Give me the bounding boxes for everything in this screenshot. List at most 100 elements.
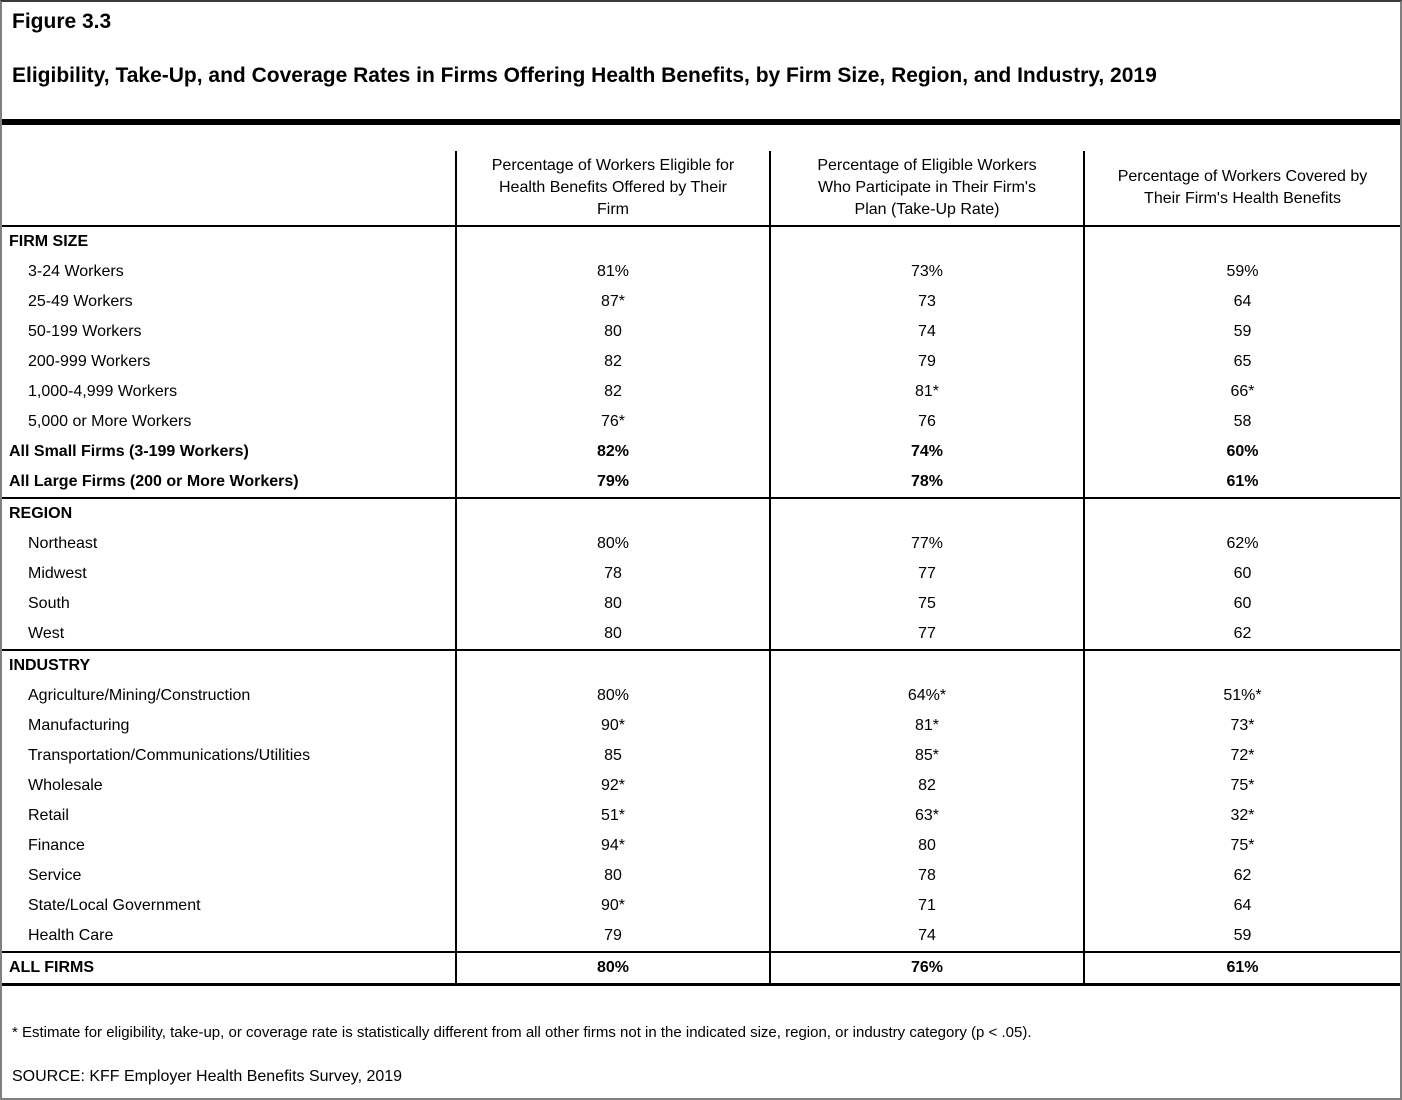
cell-value <box>769 498 1084 530</box>
row-label: West <box>28 625 65 643</box>
cell-value: 85* <box>769 741 1084 772</box>
cell-value: 77 <box>769 559 1084 590</box>
table-row: 200-999 Workers 82 79 65 <box>2 347 1400 378</box>
cell-value: 73 <box>769 287 1084 318</box>
cell-value <box>455 650 770 682</box>
table-row: Midwest 78 77 60 <box>2 559 1400 590</box>
cell-value: 75* <box>1083 771 1400 802</box>
cell-value: 75* <box>1083 831 1400 862</box>
cell-value: 80% <box>455 952 770 985</box>
cell-value: 90* <box>455 891 770 922</box>
section-row: FIRM SIZE <box>2 226 1400 258</box>
table-row: ALL FIRMS 80% 76% 61% <box>2 952 1400 985</box>
footnote: * Estimate for eligibility, take-up, or … <box>12 1024 1032 1042</box>
cell-value: 90* <box>455 711 770 742</box>
table-header: Percentage of Workers Eligible for Healt… <box>2 151 1400 227</box>
column-header-eligibility: Percentage of Workers Eligible for Healt… <box>455 151 770 227</box>
cell-value: 85 <box>455 741 770 772</box>
cell-value: 82 <box>455 347 770 378</box>
cell-value: 72* <box>1083 741 1400 772</box>
cell-value: 82 <box>455 377 770 408</box>
cell-value: 79 <box>769 347 1084 378</box>
cell-value: 80 <box>455 619 770 651</box>
cell-value <box>1083 226 1400 258</box>
row-label: 3-24 Workers <box>28 263 124 281</box>
cell-value: 62 <box>1083 861 1400 892</box>
row-label: FIRM SIZE <box>9 233 89 251</box>
figure-header: Figure 3.3 Eligibility, Take-Up, and Cov… <box>2 2 1400 88</box>
cell-value: 80 <box>455 589 770 620</box>
cell-value: 92* <box>455 771 770 802</box>
cell-value <box>769 226 1084 258</box>
cell-value: 76* <box>455 407 770 438</box>
corner-cell <box>2 151 456 226</box>
cell-value: 78% <box>769 467 1084 499</box>
table-row: Finance 94* 80 75* <box>2 831 1400 862</box>
row-label: REGION <box>9 505 73 523</box>
cell-value: 60% <box>1083 437 1400 468</box>
table-row: All Large Firms (200 or More Workers) 79%… <box>2 467 1400 499</box>
page-title: Eligibility, Take-Up, and Coverage Rates… <box>12 64 1157 88</box>
cell-value: 65 <box>1083 347 1400 378</box>
cell-value: 60 <box>1083 559 1400 590</box>
row-label: Finance <box>28 837 85 855</box>
cell-value: 51* <box>455 801 770 832</box>
cell-value: 74 <box>769 317 1084 348</box>
cell-value: 82 <box>769 771 1084 802</box>
table-row: Retail 51* 63* 32* <box>2 801 1400 832</box>
cell-value: 80 <box>455 317 770 348</box>
cell-value: 79% <box>455 467 770 499</box>
cell-value: 59 <box>1083 921 1400 953</box>
cell-value: 73% <box>769 257 1084 288</box>
row-label: 1,000-4,999 Workers <box>28 383 178 401</box>
divider-bar <box>2 119 1400 126</box>
row-label: 200-999 Workers <box>28 353 151 371</box>
benefits-table: Percentage of Workers Eligible for Healt… <box>2 151 1400 986</box>
cell-value: 76% <box>769 952 1084 985</box>
row-label: Wholesale <box>28 777 103 795</box>
table-row: State/Local Government 90* 71 64 <box>2 891 1400 922</box>
row-label: All Small Firms (3-199 Workers) <box>9 443 249 461</box>
cell-value: 60 <box>1083 589 1400 620</box>
row-label: Midwest <box>28 565 87 583</box>
cell-value: 64 <box>1083 287 1400 318</box>
cell-value: 61% <box>1083 952 1400 985</box>
table-row: 25-49 Workers 87* 73 64 <box>2 287 1400 318</box>
cell-value: 32* <box>1083 801 1400 832</box>
cell-value: 51%* <box>1083 681 1400 712</box>
table-row: 3-24 Workers 81% 73% 59% <box>2 257 1400 288</box>
cell-value: 74% <box>769 437 1084 468</box>
cell-value: 73* <box>1083 711 1400 742</box>
cell-value: 59% <box>1083 257 1400 288</box>
column-header-coverage: Percentage of Workers Covered by Their F… <box>1083 151 1400 227</box>
cell-value <box>455 498 770 530</box>
section-row: INDUSTRY <box>2 650 1400 682</box>
cell-value <box>455 226 770 258</box>
cell-value: 75 <box>769 589 1084 620</box>
row-label: Transportation/Communications/Utilities <box>28 747 311 765</box>
table-header-row: Percentage of Workers Eligible for Healt… <box>2 151 1400 227</box>
column-header-takeup: Percentage of Eligible Workers Who Parti… <box>769 151 1084 227</box>
table-row: 1,000-4,999 Workers 82 81* 66* <box>2 377 1400 408</box>
cell-value: 62 <box>1083 619 1400 651</box>
cell-value <box>1083 650 1400 682</box>
cell-value: 80% <box>455 681 770 712</box>
row-label: Agriculture/Mining/Construction <box>28 687 251 705</box>
row-label: ALL FIRMS <box>9 959 95 977</box>
row-label: Manufacturing <box>28 717 130 735</box>
cell-value <box>1083 498 1400 530</box>
cell-value: 76 <box>769 407 1084 438</box>
table-row: 50-199 Workers 80 74 59 <box>2 317 1400 348</box>
cell-value: 80 <box>769 831 1084 862</box>
cell-value: 74 <box>769 921 1084 953</box>
cell-value: 62% <box>1083 529 1400 560</box>
row-label: INDUSTRY <box>9 657 91 675</box>
table-row: Health Care 79 74 59 <box>2 921 1400 953</box>
cell-value: 61% <box>1083 467 1400 499</box>
cell-value <box>769 650 1084 682</box>
section-row: REGION <box>2 498 1400 530</box>
row-label: State/Local Government <box>28 897 201 915</box>
table-row: West 80 77 62 <box>2 619 1400 651</box>
cell-value: 78 <box>769 861 1084 892</box>
row-label: Retail <box>28 807 69 825</box>
